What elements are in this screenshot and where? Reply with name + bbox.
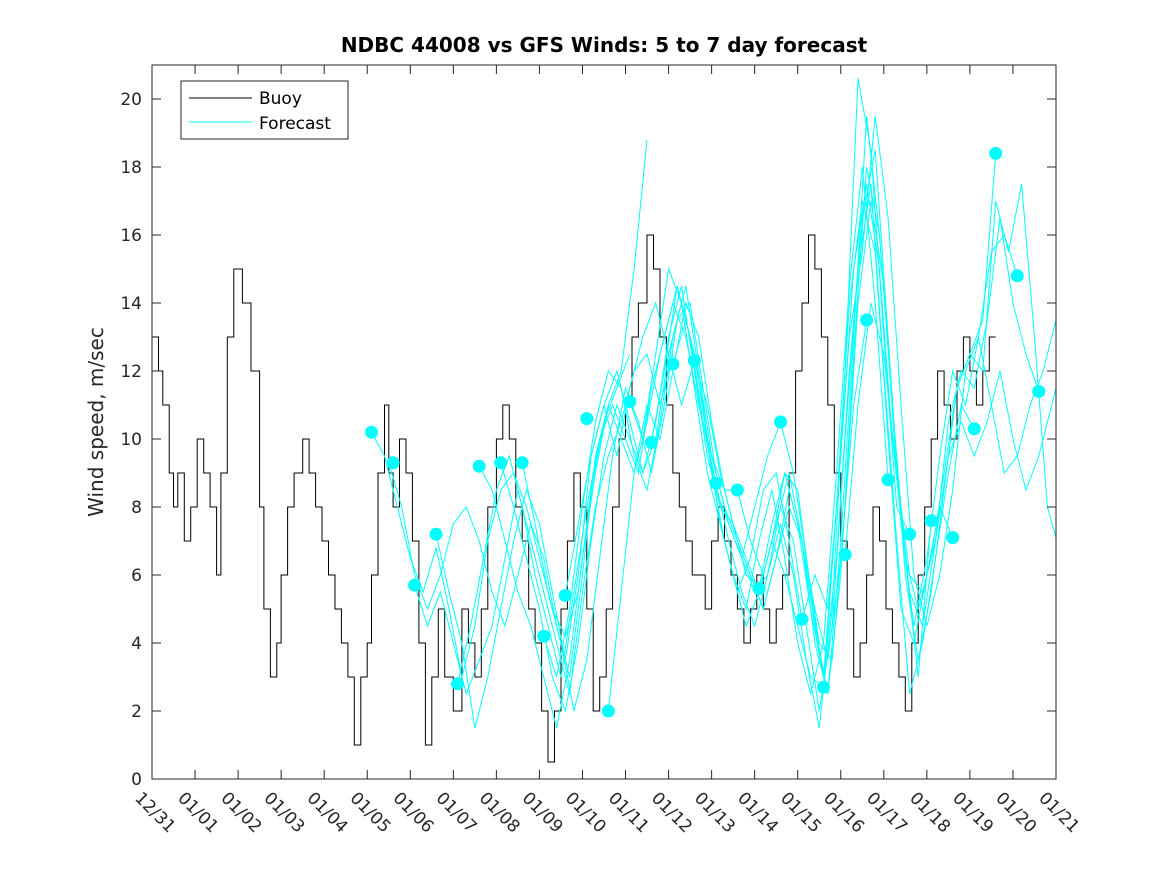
forecast-marker — [989, 146, 1003, 160]
forecast-marker — [774, 415, 787, 429]
y-tick-label: 16 — [120, 226, 142, 246]
y-tick-label: 2 — [131, 702, 142, 722]
forecast-line-3 — [435, 301, 695, 729]
forecast-marker — [580, 412, 594, 426]
y-tick-label: 14 — [120, 294, 142, 314]
buoy-layer — [152, 234, 996, 763]
y-axis: 0 2 4 6 8 10 12 14 16 18 20 — [120, 90, 1056, 790]
forecast-marker — [644, 435, 658, 449]
forecast-marker — [709, 476, 723, 490]
forecast-marker — [967, 422, 981, 436]
forecast-line-21 — [844, 302, 1057, 594]
forecast-line-0 — [371, 353, 631, 678]
forecast-line-11 — [629, 166, 889, 695]
forecast-marker — [472, 459, 486, 473]
forecast-marker — [881, 473, 895, 487]
series-buoy-line — [152, 234, 996, 763]
y-tick-label: 0 — [131, 770, 142, 790]
forecast-marker — [515, 456, 529, 470]
forecast-marker — [408, 578, 422, 592]
forecast-marker — [903, 527, 917, 541]
forecast-marker — [537, 629, 551, 643]
forecast-marker — [817, 680, 830, 694]
forecast-marker — [429, 527, 443, 541]
y-tick-label: 4 — [131, 634, 142, 654]
legend-buoy-label: Buoy — [259, 89, 302, 109]
forecast-marker — [601, 704, 615, 718]
forecast-marker — [838, 548, 852, 562]
forecast-marker — [730, 483, 744, 497]
marker-layer — [365, 146, 1046, 718]
forecast-marker — [494, 456, 508, 470]
y-tick-label: 8 — [131, 498, 142, 518]
forecast-marker — [860, 313, 874, 327]
forecast-marker — [623, 395, 637, 409]
legend-forecast-label: Forecast — [259, 114, 331, 134]
plot-frame — [151, 64, 1057, 780]
forecast-marker — [946, 531, 960, 545]
forecast-marker — [451, 677, 465, 691]
forecast-marker — [687, 354, 701, 368]
y-tick-label: 6 — [131, 566, 142, 586]
forecast-marker — [365, 425, 378, 439]
forecast-marker — [386, 456, 400, 470]
forecast-line-1 — [388, 139, 648, 678]
forecast-marker — [558, 588, 572, 602]
y-tick-label: 10 — [120, 430, 142, 450]
y-tick-label: 18 — [120, 158, 142, 178]
y-tick-label: 20 — [120, 90, 142, 110]
forecast-marker — [752, 582, 766, 596]
chart-title: NDBC 44008 vs GFS Winds: 5 to 7 day fore… — [341, 33, 868, 57]
forecast-layer — [371, 78, 1057, 729]
forecast-marker — [924, 514, 938, 528]
legend-box — [180, 80, 349, 140]
forecast-marker — [1032, 384, 1046, 398]
y-tick-label: 12 — [120, 362, 142, 382]
legend: Buoy Forecast — [180, 80, 349, 140]
forecast-line-5 — [478, 301, 738, 729]
forecast-marker — [1010, 269, 1024, 283]
forecast-line-18 — [780, 200, 1040, 662]
forecast-line-16 — [736, 153, 997, 695]
y-axis-label: Wind speed, m/sec — [84, 327, 108, 517]
forecast-marker — [666, 357, 680, 371]
forecast-marker — [795, 612, 809, 626]
